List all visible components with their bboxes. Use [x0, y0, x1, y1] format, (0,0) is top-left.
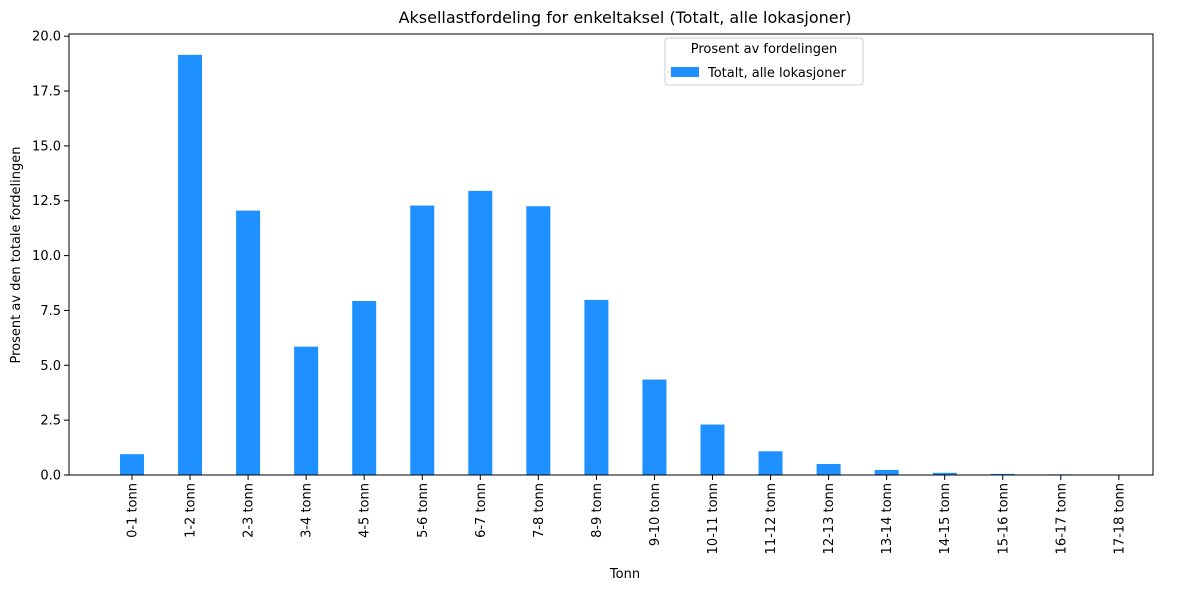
- bar-8-9-tonn: [584, 299, 609, 475]
- legend-frame: [664, 37, 864, 86]
- bar-7-8-tonn: [526, 206, 551, 476]
- x-tick-label: 8-9 tonn: [590, 483, 605, 538]
- legend-swatch: [671, 67, 699, 77]
- x-tick-label: 5-6 tonn: [416, 483, 431, 538]
- x-tick-label: 0-1 tonn: [126, 483, 141, 538]
- bar-1-2-tonn: [178, 54, 203, 476]
- bar-12-13-tonn: [816, 464, 841, 475]
- bar-5-6-tonn: [410, 205, 435, 475]
- bar-0-1-tonn: [120, 454, 144, 475]
- y-tick-label: 2.5: [40, 414, 61, 429]
- x-tick-label: 4-5 tonn: [358, 483, 373, 538]
- x-tick-label: 14-15 tonn: [938, 483, 953, 554]
- y-tick-label: 17.5: [32, 85, 61, 100]
- legend: Prosent av fordelingen Totalt, alle loka…: [664, 37, 864, 86]
- bar-13-14-tonn: [874, 469, 899, 475]
- y-axis: 0.0 2.5 5.0 7.5 10.0 12.5 15.0 17.5 20.0: [32, 30, 69, 484]
- x-tick-label: 16-17 tonn: [1054, 483, 1069, 554]
- legend-series-label: Totalt, alle lokasjoner: [707, 66, 846, 81]
- bar-4-5-tonn: [352, 301, 377, 475]
- x-tick-label: 6-7 tonn: [474, 483, 489, 538]
- x-tick-label: 9-10 tonn: [648, 483, 663, 546]
- chart-title: Aksellastfordeling for enkeltaksel (Tota…: [399, 8, 852, 27]
- x-tick-label: 1-2 tonn: [184, 483, 199, 538]
- y-axis-label: Prosent av den totale fordelingen: [9, 147, 24, 364]
- y-tick-label: 0.0: [40, 469, 61, 484]
- bar-11-12-tonn: [758, 451, 783, 475]
- y-tick-label: 15.0: [32, 139, 61, 154]
- bar-2-3-tonn: [236, 210, 261, 475]
- x-axis: 0-1 tonn 1-2 tonn 2-3 tonn 3-4 tonn 4-5 tonn…: [126, 475, 1127, 554]
- plot-area: [68, 33, 1154, 476]
- x-tick-label: 17-18 tonn: [1112, 483, 1127, 554]
- x-tick-label: 13-14 tonn: [880, 483, 895, 554]
- bar-3-4-tonn: [294, 346, 319, 475]
- x-tick-label: 3-4 tonn: [300, 483, 315, 538]
- x-axis-label: Tonn: [609, 567, 640, 582]
- y-tick-label: 20.0: [32, 30, 61, 45]
- bar-14-15-tonn: [932, 472, 957, 475]
- x-tick-label: 7-8 tonn: [532, 483, 547, 538]
- y-tick-label: 12.5: [32, 194, 61, 209]
- bar-15-16-tonn: [990, 473, 1015, 475]
- x-tick-label: 15-16 tonn: [996, 483, 1011, 554]
- x-tick-label: 10-11 tonn: [706, 483, 721, 554]
- y-tick-label: 5.0: [40, 359, 61, 374]
- y-tick-label: 7.5: [40, 304, 61, 319]
- x-tick-label: 2-3 tonn: [242, 483, 257, 538]
- bar-9-10-tonn: [642, 379, 667, 475]
- bar-6-7-tonn: [468, 190, 493, 475]
- x-tick-label: 11-12 tonn: [764, 483, 779, 554]
- y-tick-label: 10.0: [32, 249, 61, 264]
- x-tick-label: 12-13 tonn: [822, 483, 837, 554]
- bar-10-11-tonn: [700, 424, 725, 475]
- legend-title: Prosent av fordelingen: [691, 42, 838, 57]
- plot-frame: [68, 33, 1154, 476]
